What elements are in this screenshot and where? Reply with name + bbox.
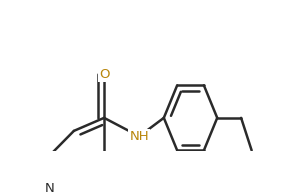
Text: O: O	[99, 68, 109, 81]
Text: NH: NH	[129, 130, 149, 143]
Text: N: N	[44, 182, 54, 193]
